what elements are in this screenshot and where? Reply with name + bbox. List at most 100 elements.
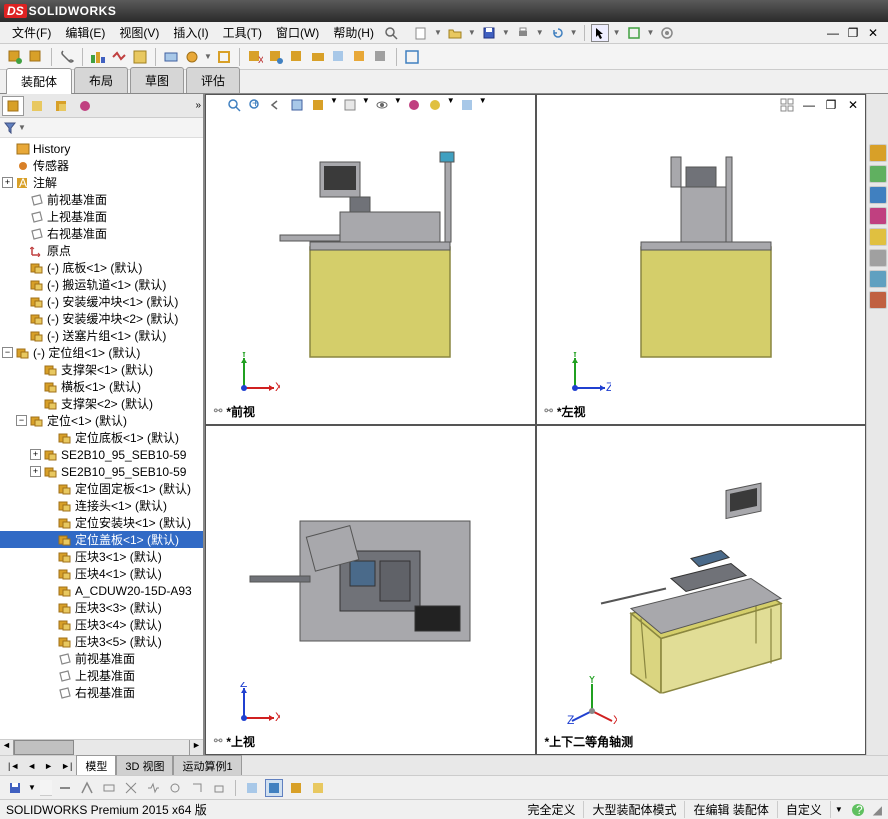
print-icon[interactable] bbox=[514, 24, 532, 42]
task-pane-tab[interactable] bbox=[869, 249, 887, 267]
undo-icon[interactable] bbox=[548, 24, 566, 42]
tree-item[interactable]: +SE2B10_95_SEB10-59 bbox=[0, 463, 203, 480]
menu-item[interactable]: 视图(V) bbox=[113, 22, 165, 43]
tree-item[interactable]: 横板<1> (默认) bbox=[0, 378, 203, 395]
tree-item[interactable]: (-) 安装缓冲块<1> (默认) bbox=[0, 293, 203, 310]
bt-d-icon[interactable] bbox=[122, 779, 140, 797]
vp-min-icon[interactable]: — bbox=[800, 96, 818, 114]
tree-item[interactable]: 定位底板<1> (默认) bbox=[0, 429, 203, 446]
task-pane-tab[interactable] bbox=[869, 207, 887, 225]
tree-item[interactable]: 定位盖板<1> (默认) bbox=[0, 531, 203, 548]
view-settings-icon[interactable] bbox=[458, 96, 476, 114]
doc-min-icon[interactable]: — bbox=[824, 24, 842, 42]
menu-item[interactable]: 工具(T) bbox=[217, 22, 268, 43]
tab-nav-first-icon[interactable]: |◄ bbox=[4, 761, 23, 771]
tree-item[interactable]: 右视基准面 bbox=[0, 225, 203, 242]
tree-item[interactable]: 原点 bbox=[0, 242, 203, 259]
tree-expander-icon[interactable]: + bbox=[30, 466, 41, 477]
tree-item[interactable]: A_CDUW20-15D-A93 bbox=[0, 582, 203, 599]
help-icon[interactable]: ? bbox=[849, 801, 867, 819]
tool-j-icon[interactable] bbox=[267, 48, 285, 66]
sidebar-expand-icon[interactable]: » bbox=[195, 100, 201, 111]
tab-nav-prev-icon[interactable]: ◄ bbox=[23, 761, 40, 771]
tree-hscroll[interactable]: ◄ ► bbox=[0, 739, 203, 755]
tree-item[interactable]: 支撑架<1> (默认) bbox=[0, 361, 203, 378]
section-icon[interactable] bbox=[288, 96, 306, 114]
hide-show-icon[interactable] bbox=[373, 96, 391, 114]
display-style-icon[interactable] bbox=[341, 96, 359, 114]
bt-e-icon[interactable] bbox=[144, 779, 162, 797]
task-pane-tab[interactable] bbox=[869, 144, 887, 162]
tool-n-icon[interactable] bbox=[351, 48, 369, 66]
vp-layout-icon[interactable] bbox=[778, 96, 796, 114]
doc-close-icon[interactable]: ✕ bbox=[864, 24, 882, 42]
task-pane-tab[interactable] bbox=[869, 291, 887, 309]
select-icon[interactable] bbox=[591, 24, 609, 42]
appearance-icon[interactable] bbox=[405, 96, 423, 114]
tree-item[interactable]: +A注解 bbox=[0, 174, 203, 191]
menu-item[interactable]: 插入(I) bbox=[167, 22, 214, 43]
bottom-tab[interactable]: 模型 bbox=[76, 755, 116, 777]
options-icon[interactable] bbox=[658, 24, 676, 42]
tab-feature-tree[interactable] bbox=[2, 96, 24, 116]
new-icon[interactable] bbox=[412, 24, 430, 42]
tree-item[interactable]: 定位安装块<1> (默认) bbox=[0, 514, 203, 531]
open-icon[interactable] bbox=[446, 24, 464, 42]
task-pane-tab[interactable] bbox=[869, 270, 887, 288]
tool-o-icon[interactable] bbox=[372, 48, 390, 66]
tree-item[interactable]: 上视基准面 bbox=[0, 667, 203, 684]
tree-item[interactable]: 压块3<3> (默认) bbox=[0, 599, 203, 616]
bt-save-icon[interactable] bbox=[6, 779, 24, 797]
tool-i-icon[interactable]: x bbox=[246, 48, 264, 66]
bt-i-icon[interactable] bbox=[243, 779, 261, 797]
tree-item[interactable]: 上视基准面 bbox=[0, 208, 203, 225]
bt-h-icon[interactable] bbox=[210, 779, 228, 797]
feature-tree[interactable]: History传感器+A注解前视基准面上视基准面右视基准面原点(-) 底板<1>… bbox=[0, 138, 203, 739]
rebuild-icon[interactable] bbox=[625, 24, 643, 42]
ribbon-tab[interactable]: 草图 bbox=[130, 67, 184, 93]
view-pane[interactable]: Y X Z *上下二等角轴测 bbox=[536, 425, 867, 756]
filter-dropdown-icon[interactable]: ▼ bbox=[18, 123, 26, 132]
zoom-area-icon[interactable]: + bbox=[246, 96, 264, 114]
view-pane[interactable]: Z X ⚯*上视 bbox=[205, 425, 536, 756]
bt-c-icon[interactable] bbox=[100, 779, 118, 797]
vp-max-icon[interactable]: ❐ bbox=[822, 96, 840, 114]
task-pane-tab[interactable] bbox=[869, 186, 887, 204]
tree-expander-icon[interactable]: − bbox=[2, 347, 13, 358]
tool-c-icon[interactable] bbox=[89, 48, 107, 66]
tree-item[interactable]: 定位固定板<1> (默认) bbox=[0, 480, 203, 497]
view-orient-icon[interactable] bbox=[309, 96, 327, 114]
ribbon-tab[interactable]: 装配体 bbox=[6, 68, 72, 94]
bt-j-icon[interactable] bbox=[265, 779, 283, 797]
ribbon-tab[interactable]: 评估 bbox=[186, 67, 240, 93]
tab-appearance[interactable] bbox=[74, 96, 96, 116]
tool-p-icon[interactable] bbox=[403, 48, 421, 66]
tree-item[interactable]: (-) 底板<1> (默认) bbox=[0, 259, 203, 276]
tree-item[interactable]: 压块3<4> (默认) bbox=[0, 616, 203, 633]
tool-f-icon[interactable] bbox=[162, 48, 180, 66]
menu-item[interactable]: 文件(F) bbox=[6, 22, 57, 43]
tool-b-icon[interactable] bbox=[27, 48, 45, 66]
tool-h-icon[interactable] bbox=[215, 48, 233, 66]
bt-f-icon[interactable] bbox=[166, 779, 184, 797]
zoom-fit-icon[interactable] bbox=[225, 96, 243, 114]
ribbon-tab[interactable]: 布局 bbox=[74, 67, 128, 93]
tree-item[interactable]: −(-) 定位组<1> (默认) bbox=[0, 344, 203, 361]
bt-b-icon[interactable] bbox=[78, 779, 96, 797]
tree-item[interactable]: (-) 安装缓冲块<2> (默认) bbox=[0, 310, 203, 327]
tree-expander-icon[interactable]: + bbox=[30, 449, 41, 460]
tool-a-icon[interactable] bbox=[6, 48, 24, 66]
bottom-tab[interactable]: 3D 视图 bbox=[116, 755, 173, 777]
tree-item[interactable]: History bbox=[0, 140, 203, 157]
menu-item[interactable]: 编辑(E) bbox=[59, 22, 111, 43]
search-icon[interactable] bbox=[382, 24, 400, 42]
tab-config[interactable] bbox=[50, 96, 72, 116]
tool-e-icon[interactable] bbox=[131, 48, 149, 66]
bt-l-icon[interactable] bbox=[309, 779, 327, 797]
tab-nav-next-icon[interactable]: ► bbox=[40, 761, 57, 771]
task-pane-tab[interactable] bbox=[869, 228, 887, 246]
tab-nav-last-icon[interactable]: ►| bbox=[57, 761, 76, 771]
menu-item[interactable]: 帮助(H) bbox=[327, 22, 380, 43]
bt-k-icon[interactable] bbox=[287, 779, 305, 797]
filter-icon[interactable] bbox=[4, 122, 16, 134]
